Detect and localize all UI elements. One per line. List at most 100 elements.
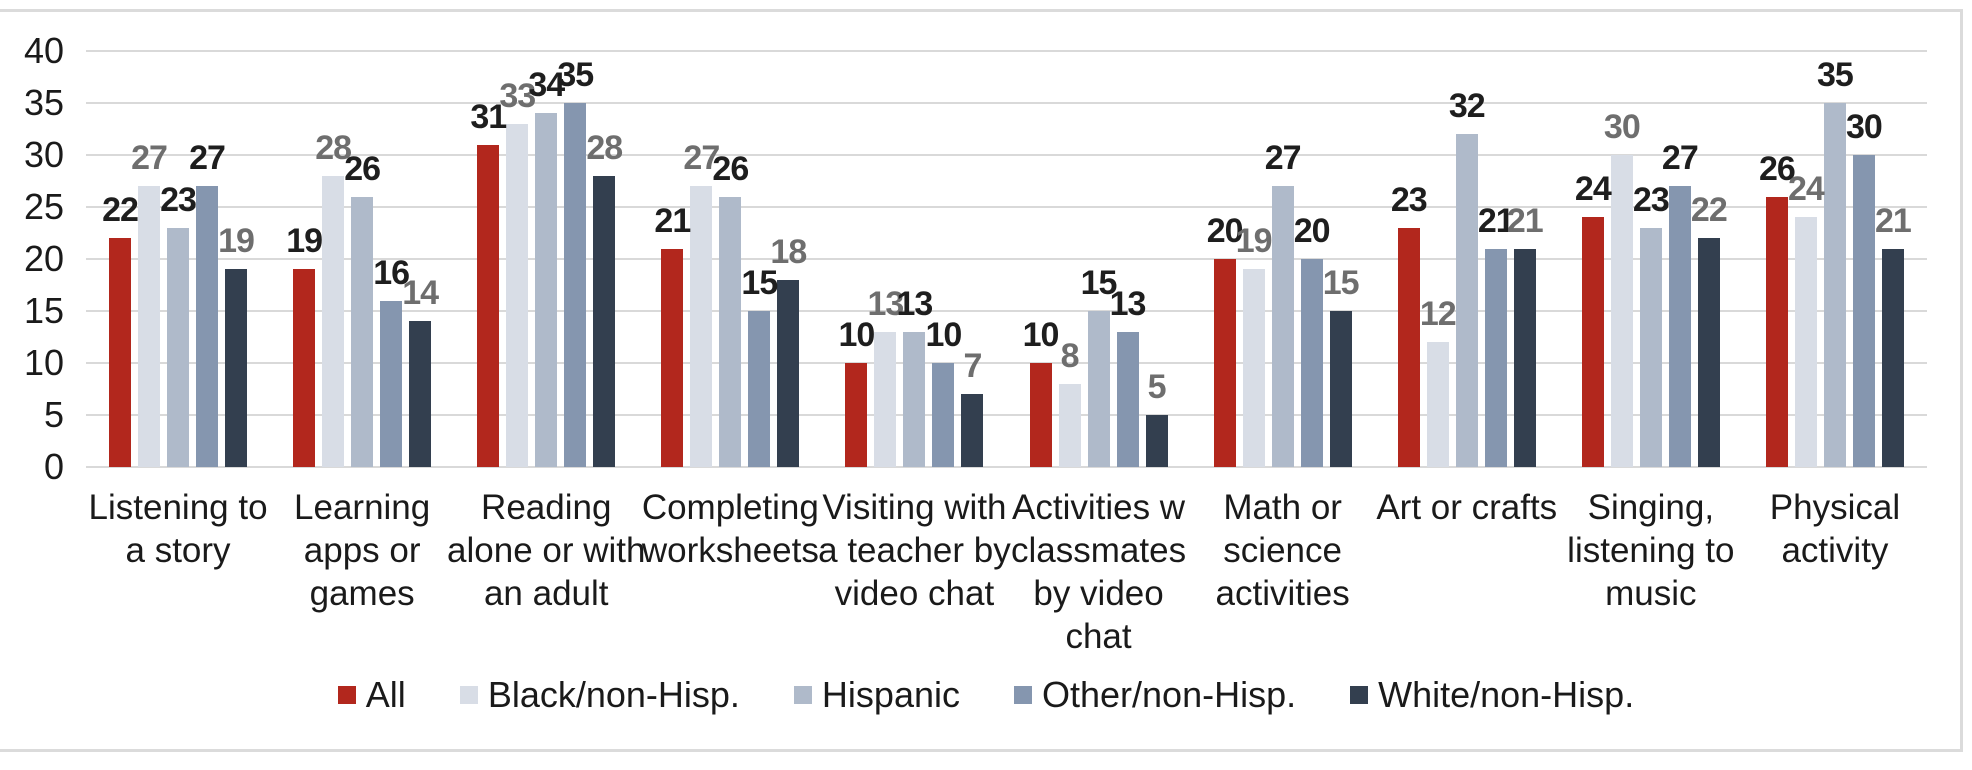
- gridline: [86, 206, 1927, 208]
- bar-value-label: 18: [770, 232, 807, 271]
- bar: [903, 331, 926, 467]
- bar: [748, 311, 771, 467]
- category-label: Singing, listening to music: [1567, 488, 1735, 613]
- bar-value-label: 33: [499, 76, 536, 115]
- bar: [1426, 342, 1449, 467]
- bar: [1639, 227, 1662, 467]
- y-axis-tick-label: 10: [23, 342, 64, 383]
- bar-value-label: 15: [741, 264, 778, 302]
- gridline: [86, 414, 1927, 416]
- bar-value-label: 26: [712, 149, 749, 188]
- legend-label: Other/non-Hisp.: [1041, 674, 1297, 715]
- bar-value-label: 27: [1661, 139, 1699, 178]
- gridline: [86, 362, 1927, 364]
- bar: [719, 196, 742, 467]
- bar: [1581, 217, 1604, 467]
- bar: [1455, 134, 1478, 467]
- legend-swatch-icon: [793, 686, 812, 704]
- bar: [196, 186, 219, 467]
- bar-value-label: 28: [586, 128, 623, 167]
- y-axis-tick-label: 30: [23, 134, 64, 175]
- bar-value-label: 23: [160, 180, 197, 219]
- bar-value-label: 23: [1632, 180, 1670, 219]
- bar: [1513, 248, 1536, 467]
- bar-value-label: 26: [1759, 149, 1796, 188]
- category-label: Learning apps or games: [294, 488, 431, 613]
- bar: [380, 300, 403, 467]
- bar: [1823, 103, 1846, 467]
- bar-value-label: 8: [1060, 336, 1080, 375]
- bar: [1697, 238, 1720, 467]
- bar: [1765, 196, 1788, 467]
- bar-value-label: 7: [963, 347, 982, 386]
- bar: [535, 113, 558, 467]
- bar-value-label: 5: [1147, 368, 1167, 406]
- bar-value-label: 26: [344, 149, 381, 188]
- bar-value-label: 28: [315, 128, 352, 167]
- legend-item: All: [337, 674, 406, 716]
- bar-value-label: 10: [1022, 316, 1060, 354]
- bar: [1058, 383, 1081, 467]
- bar-value-label: 35: [1817, 56, 1854, 94]
- category-label: Math or science activities: [1215, 488, 1350, 613]
- bar-value-label: 19: [286, 222, 323, 261]
- bar-value-label: 24: [1574, 170, 1612, 209]
- legend-swatch-icon: [1350, 686, 1369, 704]
- bar-value-label: 22: [1690, 191, 1728, 230]
- bar: [845, 363, 868, 467]
- bar: [1397, 227, 1420, 467]
- bar: [138, 186, 161, 467]
- legend-label: White/non-Hisp.: [1378, 674, 1635, 715]
- legend-swatch-icon: [459, 686, 478, 704]
- legend-label: All: [365, 674, 406, 715]
- category-label: Art or crafts: [1376, 488, 1558, 527]
- bar-value-label: 27: [683, 139, 720, 178]
- category-label: Completing worksheets: [641, 488, 819, 570]
- category-label: Physical activity: [1769, 488, 1901, 570]
- y-axis-tick-label: 5: [43, 394, 64, 435]
- bar: [661, 248, 684, 467]
- bar-value-label: 20: [1293, 212, 1331, 250]
- bar-value-label: 24: [1788, 170, 1825, 209]
- bar: [874, 331, 897, 467]
- bar-value-label: 15: [1322, 264, 1360, 302]
- bar-value-label: 27: [1264, 139, 1302, 178]
- legend-swatch-icon: [337, 686, 356, 704]
- bar: [322, 175, 345, 467]
- legend-label: Black/non-Hisp.: [487, 674, 740, 715]
- bar: [1029, 363, 1052, 467]
- bar: [409, 321, 432, 467]
- gridline: [86, 154, 1927, 156]
- legend-item: White/non-Hisp.: [1350, 674, 1634, 716]
- bar: [293, 269, 316, 467]
- bar: [932, 363, 955, 467]
- bar-value-label: 22: [102, 191, 139, 230]
- bar: [225, 269, 248, 467]
- bar-value-label: 27: [189, 139, 226, 178]
- gridline: [86, 310, 1927, 312]
- bar-value-label: 30: [1603, 108, 1641, 146]
- bar-value-label: 21: [1477, 201, 1515, 240]
- bar: [1145, 415, 1168, 467]
- bar-value-label: 12: [1419, 295, 1457, 334]
- y-axis-tick-label: 20: [23, 238, 64, 279]
- y-axis-tick-label: 0: [43, 446, 64, 487]
- bar-value-label: 13: [867, 284, 905, 323]
- y-axis-tick-label: 15: [23, 290, 64, 331]
- bar-value-label: 31: [470, 97, 507, 136]
- bar: [1213, 259, 1236, 467]
- bar-value-label: 19: [218, 222, 255, 261]
- bar-value-label: 30: [1846, 108, 1883, 146]
- bar-value-label: 35: [557, 56, 594, 94]
- gridline: [86, 258, 1927, 260]
- bar: [506, 123, 529, 467]
- bar: [1484, 248, 1507, 467]
- bar: [351, 196, 374, 467]
- bar-value-label: 16: [373, 253, 410, 292]
- bar: [1116, 331, 1139, 467]
- bar: [1668, 186, 1691, 467]
- category-label: Activities w classmates by video chat: [1011, 488, 1187, 656]
- gridline: [86, 102, 1927, 104]
- bar: [477, 144, 500, 467]
